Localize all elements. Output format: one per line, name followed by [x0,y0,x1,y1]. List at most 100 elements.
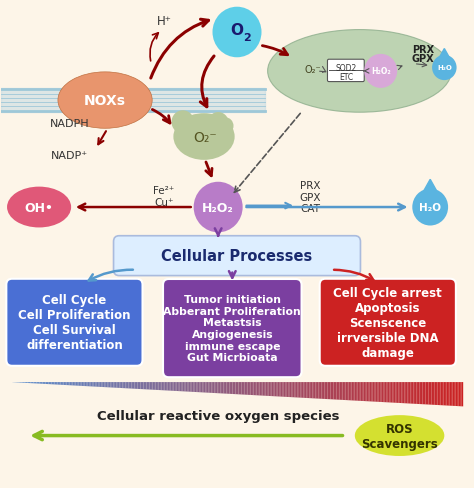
Polygon shape [32,382,34,384]
Polygon shape [275,382,276,397]
Polygon shape [348,382,350,401]
Polygon shape [293,382,294,398]
Text: ETC: ETC [339,73,353,82]
Polygon shape [106,382,107,387]
Circle shape [364,55,397,89]
Polygon shape [341,382,343,400]
Ellipse shape [217,118,234,135]
Polygon shape [436,382,438,405]
Polygon shape [346,382,347,400]
Ellipse shape [58,73,152,129]
Polygon shape [43,382,44,384]
Polygon shape [334,382,335,400]
Polygon shape [178,382,180,391]
Polygon shape [153,382,154,390]
Polygon shape [356,382,357,401]
Polygon shape [177,382,178,391]
Polygon shape [240,382,242,395]
Polygon shape [347,382,348,401]
Polygon shape [216,382,218,393]
Polygon shape [297,382,299,398]
Polygon shape [412,382,413,404]
Polygon shape [164,382,166,390]
Polygon shape [159,382,160,390]
Polygon shape [219,382,220,393]
Polygon shape [422,382,424,405]
Polygon shape [135,382,136,389]
Polygon shape [406,382,407,404]
FancyBboxPatch shape [114,236,360,276]
Polygon shape [182,382,184,391]
Polygon shape [328,382,329,399]
Polygon shape [142,382,144,389]
Polygon shape [115,382,117,388]
Polygon shape [454,382,456,406]
Polygon shape [44,382,46,384]
Polygon shape [438,382,439,405]
Polygon shape [94,382,95,387]
Polygon shape [171,382,172,391]
Polygon shape [193,382,195,392]
Polygon shape [314,382,315,399]
Polygon shape [365,382,367,401]
Polygon shape [154,382,155,390]
Polygon shape [29,382,30,384]
Polygon shape [117,382,118,388]
Polygon shape [23,382,24,383]
Polygon shape [110,382,112,387]
Polygon shape [139,382,140,389]
Polygon shape [149,382,151,390]
Ellipse shape [355,415,444,456]
Polygon shape [445,382,447,406]
Polygon shape [247,382,249,395]
Polygon shape [198,382,199,392]
Polygon shape [246,382,247,395]
Text: Cell Cycle arrest
Apoptosis
Scenscence
irrversible DNA
damage: Cell Cycle arrest Apoptosis Scenscence i… [333,286,442,359]
Text: H₂O: H₂O [437,65,452,71]
Polygon shape [103,382,104,387]
Polygon shape [74,382,76,386]
Polygon shape [459,382,460,407]
Polygon shape [127,382,128,388]
Polygon shape [146,382,148,389]
Polygon shape [220,382,222,394]
Polygon shape [389,382,391,403]
Polygon shape [27,382,29,383]
Polygon shape [26,382,27,383]
Polygon shape [53,382,55,385]
Polygon shape [162,382,163,390]
Text: Tumor initiation
Abberant Proliferation
Metastsis
Angiogenesis
immune escape
Gut: Tumor initiation Abberant Proliferation … [164,294,301,363]
Polygon shape [272,382,273,396]
Polygon shape [213,382,214,393]
Polygon shape [424,382,426,405]
Polygon shape [92,382,94,386]
Text: 2: 2 [243,33,251,43]
Polygon shape [223,382,225,394]
Polygon shape [85,382,86,386]
Polygon shape [101,382,103,387]
Polygon shape [303,382,305,398]
Polygon shape [284,382,285,397]
Circle shape [212,8,262,58]
Polygon shape [186,382,187,392]
Polygon shape [287,382,288,397]
Polygon shape [296,382,297,398]
Ellipse shape [268,30,451,113]
Polygon shape [350,382,352,401]
Polygon shape [218,382,219,393]
Polygon shape [88,382,89,386]
Polygon shape [385,382,386,403]
Polygon shape [398,382,400,403]
Polygon shape [62,382,64,385]
Polygon shape [267,382,269,396]
Polygon shape [112,382,113,388]
Polygon shape [421,382,422,405]
Ellipse shape [172,111,194,134]
Text: H₂O₂: H₂O₂ [202,201,234,214]
Polygon shape [276,382,278,397]
Polygon shape [163,382,164,390]
Polygon shape [362,382,364,401]
Polygon shape [229,382,231,394]
Polygon shape [281,382,282,397]
Polygon shape [97,382,98,387]
